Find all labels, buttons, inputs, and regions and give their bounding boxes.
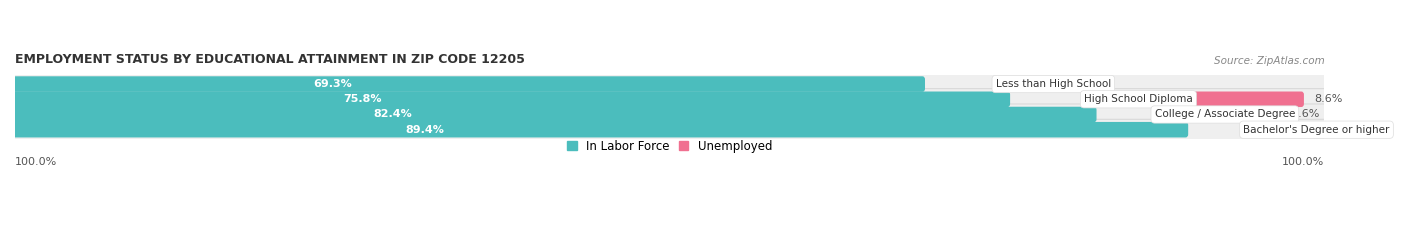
Text: 75.8%: 75.8% — [343, 94, 381, 104]
Legend: In Labor Force, Unemployed: In Labor Force, Unemployed — [567, 140, 772, 153]
FancyBboxPatch shape — [1227, 107, 1281, 122]
Text: 100.0%: 100.0% — [1282, 157, 1324, 167]
FancyBboxPatch shape — [11, 119, 1329, 140]
FancyBboxPatch shape — [13, 107, 1097, 122]
Text: College / Associate Degree: College / Associate Degree — [1154, 110, 1295, 120]
Text: Bachelor's Degree or higher: Bachelor's Degree or higher — [1243, 125, 1389, 135]
FancyBboxPatch shape — [1056, 76, 1070, 92]
Text: 89.4%: 89.4% — [405, 125, 444, 135]
Text: 8.6%: 8.6% — [1315, 94, 1343, 104]
FancyBboxPatch shape — [1319, 122, 1329, 137]
Text: 2.6%: 2.6% — [1291, 110, 1319, 120]
FancyBboxPatch shape — [11, 89, 1329, 110]
FancyBboxPatch shape — [11, 104, 1329, 125]
Text: 100.0%: 100.0% — [15, 157, 58, 167]
FancyBboxPatch shape — [13, 122, 1188, 137]
FancyBboxPatch shape — [1142, 92, 1303, 107]
Text: 0.5%: 0.5% — [1081, 79, 1109, 89]
FancyBboxPatch shape — [13, 92, 1010, 107]
FancyBboxPatch shape — [13, 76, 925, 92]
Text: 82.4%: 82.4% — [373, 110, 412, 120]
Text: EMPLOYMENT STATUS BY EDUCATIONAL ATTAINMENT IN ZIP CODE 12205: EMPLOYMENT STATUS BY EDUCATIONAL ATTAINM… — [15, 53, 524, 66]
Text: 0.2%: 0.2% — [1339, 125, 1367, 135]
Text: 69.3%: 69.3% — [314, 79, 352, 89]
Text: Less than High School: Less than High School — [995, 79, 1111, 89]
Text: Source: ZipAtlas.com: Source: ZipAtlas.com — [1213, 56, 1324, 66]
Text: High School Diploma: High School Diploma — [1084, 94, 1192, 104]
FancyBboxPatch shape — [11, 74, 1329, 95]
